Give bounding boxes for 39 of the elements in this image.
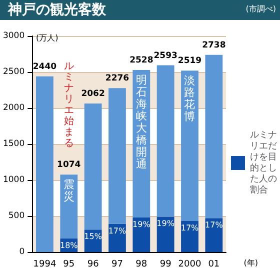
x-tick-label: 99: [160, 260, 172, 270]
annotation: 17%: [108, 226, 127, 236]
annotation: 19%: [156, 219, 175, 228]
annotation: 17%: [180, 224, 200, 233]
total-label: 2528: [130, 55, 154, 66]
total-label: 2062: [81, 89, 105, 100]
y-tick-label: 3000: [2, 31, 25, 41]
total-label: 2519: [178, 56, 202, 66]
annotation: 17%: [205, 220, 224, 230]
annotation: 明石海峡大橋開通: [136, 73, 147, 170]
x-tick-label: 96: [87, 260, 100, 270]
y-tick-label: 1500: [2, 139, 25, 149]
y-axis-title: (万人): [36, 34, 58, 42]
total-label: 2276: [105, 74, 130, 84]
annotation: 淡路花博: [184, 74, 196, 124]
y-tick-label: 1000: [2, 175, 25, 185]
annotation: 18%: [60, 240, 78, 250]
total-label: 2440: [32, 62, 57, 72]
annotation: ルミナリエ始まる: [64, 61, 74, 150]
x-tick-label: 2000: [178, 260, 202, 270]
total-label: 1074: [57, 160, 81, 170]
x-tick-label: 97: [112, 260, 123, 270]
x-tick-label: 1994: [33, 260, 56, 270]
annotation: 15%: [84, 232, 102, 242]
chart-title: 神戸の観光客数: [7, 1, 107, 18]
y-tick-label: 2000: [2, 103, 25, 113]
total-label: 2738: [202, 40, 226, 50]
y-tick-label: 500: [8, 211, 25, 221]
total-label: 2593: [154, 50, 178, 61]
x-axis-title: (年): [244, 258, 258, 268]
annotation: 19%: [132, 220, 151, 229]
y-tick-label: 0: [19, 247, 25, 257]
legend-label: ルミナリエだけを目的とした人の割合: [250, 130, 277, 196]
x-tick-label: 95: [63, 260, 75, 270]
annotation: 震災: [63, 178, 74, 204]
text: (市調べ): [246, 4, 276, 14]
x-tick-label: 01: [208, 260, 220, 270]
y-tick-label: 2500: [2, 67, 25, 77]
x-tick-label: 98: [136, 260, 148, 270]
